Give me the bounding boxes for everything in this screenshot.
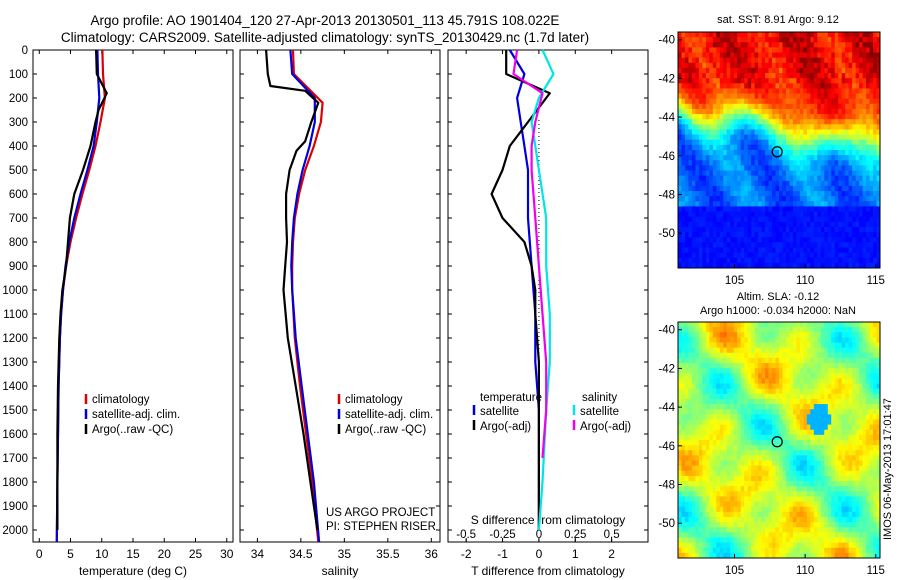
x-tick-label: 36 [425,547,439,561]
series-line-salinity-argo-adj- [512,49,548,459]
figure-title-line2: Climatology: CARS2009. Satellite-adjuste… [60,30,590,45]
depth-tick-label: 500 [9,165,28,177]
depth-tick-label: 1000 [2,285,28,297]
sla-map-cells [678,322,881,559]
temperature-x-axis-label: temperature (deg C) [79,564,187,578]
depth-tick-label: 700 [9,213,28,225]
sst-panel-title: sat. SST: 8.91 Argo: 9.12 [717,14,839,26]
difference-x-axis-label: T difference from climatology [471,564,625,578]
x-tick-label: 10 [95,547,109,561]
x-tick-label: 35 [338,547,352,561]
salinity-x-axis-label: salinity [322,564,359,578]
x-tick-label: 34 [251,547,265,561]
sst-lat-tick-label: -50 [658,228,675,240]
series-line-temperature-argo-adj- [490,50,551,530]
diff-legend-entry: satellite [580,406,619,418]
depth-tick-label: 300 [9,117,28,129]
s-tick-label: -0.5 [456,529,476,541]
depth-tick-label: 1500 [2,405,28,417]
sst-lat-tick-label: -48 [658,189,675,201]
x-tick-label: 1 [572,547,579,561]
sst-argo-location-marker [771,146,783,158]
temperature-legend-entry: climatology [92,394,150,406]
temperature-legend-entry: satellite-adj. clim. [92,409,180,421]
sla-lat-tick-label: -44 [658,402,675,414]
sla-lat-tick-label: -46 [658,441,675,453]
x-tick-label: 35.5 [376,547,400,561]
sst-lon-tick-label: 115 [867,275,885,287]
s-diff-axis-label: S difference from climatology [471,513,626,527]
sla-lon-tick-label: 105 [725,565,744,577]
sst-lon-tick-label: 110 [796,275,814,287]
depth-tick-label: 2000 [2,525,28,537]
depth-tick-label: 1100 [3,309,28,321]
salinity-legend-entry: climatology [345,394,403,406]
salinity-plot-frame [239,49,441,543]
diff-legend-entry: Argo(-adj) [580,421,631,433]
depth-tick-label: 600 [9,189,28,201]
x-tick-label: 2 [608,547,615,561]
project-label: US ARGO PROJECT [326,507,435,519]
sla-panel-subtitle: Argo h1000: -0.034 h2000: NaN [700,305,856,317]
series-line-argo-raw-qc- [56,49,108,530]
depth-tick-label: 1700 [2,453,28,465]
sst-lat-tick-label: -42 [658,73,675,85]
diff-legend-entry: Argo(-adj) [480,421,531,433]
x-tick-label: 0 [36,547,43,561]
depth-tick-label: 1800 [2,477,28,489]
series-line-argo-raw-qc- [265,49,320,531]
s-tick-label: 0.25 [564,529,586,541]
x-tick-label: 25 [189,547,203,561]
s-tick-label: 0 [536,529,542,541]
salinity-legend-entry: Argo(..raw -QC) [345,424,426,436]
x-tick-label: 0 [536,547,543,561]
series-line-temperature-satellite [508,49,540,530]
depth-tick-label: 0 [22,45,28,57]
sst-map-cells [678,32,881,269]
figure-title-line1: Argo profile: AO 1901404_120 27-Apr-2013… [90,13,560,28]
diff-legend-header: temperature [480,392,542,404]
sst-map-frame [677,31,881,269]
pi-label: PI: STEPHEN RISER [326,521,436,533]
depth-tick-label: 1600 [2,429,28,441]
sst-map [677,31,881,269]
x-tick-label: 30 [220,547,234,561]
x-tick-label: -2 [461,547,472,561]
sla-lon-tick-label: 115 [867,565,885,577]
depth-tick-label: 1900 [2,501,28,513]
sla-lat-tick-label: -50 [658,518,675,530]
s-tick-label: 0.5 [604,529,620,541]
sla-lat-tick-label: -42 [658,363,675,375]
depth-tick-label: 200 [9,93,28,105]
sst-lon-tick-label: 105 [725,275,744,287]
sla-lat-tick-label: -40 [658,325,675,337]
salinity-legend-entry: satellite-adj. clim. [345,409,433,421]
depth-tick-label: 100 [9,69,28,81]
depth-tick-label: 800 [9,237,28,249]
sla-lon-tick-label: 110 [796,565,814,577]
x-tick-label: 5 [67,547,74,561]
sla-map [677,321,881,559]
sst-lat-tick-label: -44 [658,112,675,124]
x-tick-label: 20 [158,547,172,561]
sla-map-frame [677,321,881,559]
temperature-legend-entry: Argo(..raw -QC) [92,424,173,436]
sst-lat-tick-label: -46 [658,151,675,163]
x-tick-label: -1 [497,547,508,561]
s-tick-label: -0.25 [489,529,515,541]
depth-tick-label: 1200 [2,333,28,345]
sla-lat-tick-label: -48 [658,479,675,491]
depth-tick-label: 1400 [2,381,28,393]
sla-argo-location-marker [771,436,783,448]
x-tick-label: 34.5 [289,547,313,561]
sla-panel-title: Altim. SLA: -0.12 [736,291,820,303]
diff-legend-header: salinity [582,392,617,404]
depth-tick-label: 400 [9,141,28,153]
x-tick-label: 15 [126,547,140,561]
diff-legend-entry: satellite [480,406,519,418]
depth-tick-label: 900 [9,261,28,273]
depth-tick-label: 1300 [2,357,28,369]
sst-lat-tick-label: -40 [658,35,675,47]
